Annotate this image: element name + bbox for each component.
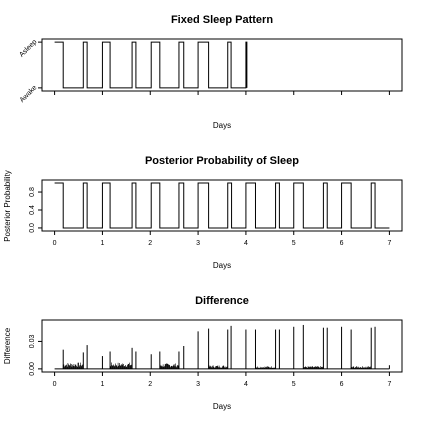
series-line (54, 41, 248, 89)
x-tick-label: 2 (148, 240, 152, 247)
chart-title: Fixed Sleep Pattern (171, 14, 273, 26)
chart-panel-2: Posterior Probability of Sleep Days Poster… (3, 155, 403, 270)
x-tick-label: 3 (196, 240, 200, 247)
x-tick-label: 1 (100, 240, 104, 247)
x-tick-label: 2 (148, 381, 152, 388)
x-axis-label: Days (213, 121, 231, 130)
y-tick-label: 0.00 (29, 362, 36, 376)
noise-band (159, 363, 180, 369)
y-tick-label: 0.4 (29, 205, 36, 215)
x-tick-label: 4 (244, 240, 248, 247)
y-tick-label: Awake (19, 84, 39, 104)
y-tick-label: 0.03 (29, 335, 36, 349)
plot-frame (41, 38, 403, 92)
x-tick-label: 6 (340, 381, 344, 388)
x-tick-label: 1 (100, 381, 104, 388)
y-axis-label: Difference (3, 327, 12, 364)
x-axis-label: Days (213, 402, 231, 411)
x-tick-label: 3 (196, 381, 200, 388)
plot-frame (41, 319, 403, 373)
chart-title: Posterior Probability of Sleep (145, 155, 299, 167)
plot-frame (41, 179, 403, 232)
series-line (54, 182, 390, 229)
chart-panel-3: Difference Days Difference 0 1 2 3 4 5 6 7 0.00 0.03 (3, 295, 403, 411)
y-tick-label: Asleep (18, 39, 38, 59)
y-axis-label: Posterior Probability (3, 170, 12, 242)
x-tick-label: 4 (244, 381, 248, 388)
x-tick-label: 5 (292, 240, 296, 247)
x-tick-label: 7 (387, 240, 391, 247)
x-axis-label: Days (213, 261, 231, 270)
x-tick-label: 0 (53, 381, 57, 388)
noise-band (109, 362, 133, 369)
y-tick-label: 0.8 (29, 187, 36, 197)
x-tick-label: 0 (53, 240, 57, 247)
y-tick-label: 0.0 (29, 223, 36, 233)
chart-title: Difference (195, 295, 249, 307)
noise-band (62, 362, 84, 369)
x-tick-label: 7 (387, 381, 391, 388)
x-tick-label: 5 (292, 381, 296, 388)
chart-panel-1: Fixed Sleep Pattern Days Awake Asleep (18, 14, 403, 130)
noise-band (208, 365, 229, 369)
x-tick-label: 6 (340, 240, 344, 247)
